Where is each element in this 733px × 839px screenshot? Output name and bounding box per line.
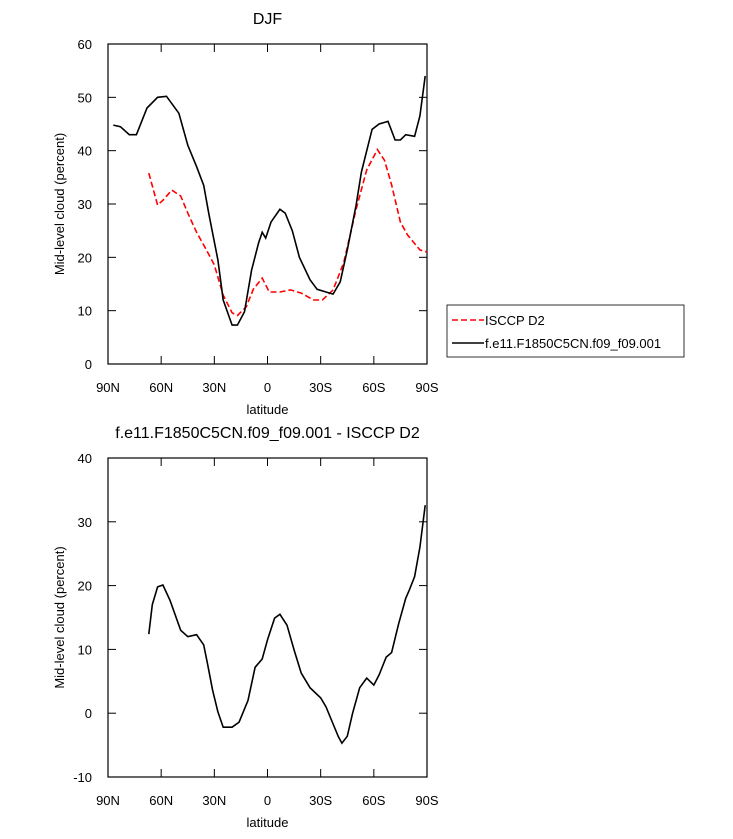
x-tick-label: 60N — [149, 380, 173, 395]
x-tick-label: 0 — [264, 380, 271, 395]
legend-label: ISCCP D2 — [485, 313, 545, 328]
y-tick-label: 0 — [85, 706, 92, 721]
y-tick-label: 40 — [78, 144, 92, 159]
x-tick-label: 60S — [362, 380, 385, 395]
y-tick-label: 0 — [85, 357, 92, 372]
x-tick-label: 60S — [362, 793, 385, 808]
data-line — [148, 505, 426, 745]
y-tick-label: 10 — [78, 642, 92, 657]
y-tick-label: 40 — [78, 451, 92, 466]
y-axis-label: Mid-level cloud (percent) — [52, 133, 67, 275]
chart-title: DJF — [253, 11, 283, 28]
plot-frame — [107, 457, 428, 778]
data-line — [148, 148, 428, 317]
y-tick-label: 60 — [78, 37, 92, 52]
x-tick-label: 30S — [309, 793, 332, 808]
x-tick-label: 90N — [96, 380, 120, 395]
legend-box — [446, 304, 685, 358]
x-axis-label: latitude — [247, 402, 289, 417]
plot-frame — [107, 43, 428, 365]
x-tick-label: 60N — [149, 793, 173, 808]
x-axis-label: latitude — [247, 815, 289, 830]
data-line — [113, 75, 426, 326]
x-tick-label: 90N — [96, 793, 120, 808]
y-tick-label: 30 — [78, 515, 92, 530]
chart-title: f.e11.F1850C5CN.f09_f09.001 - ISCCP D2 — [115, 425, 420, 442]
x-tick-label: 30N — [202, 793, 226, 808]
x-tick-label: 0 — [264, 793, 271, 808]
y-axis-label: Mid-level cloud (percent) — [52, 546, 67, 688]
x-tick-label: 30S — [309, 380, 332, 395]
x-tick-label: 30N — [202, 380, 226, 395]
y-tick-label: 20 — [78, 250, 92, 265]
x-tick-label: 90S — [415, 793, 438, 808]
y-tick-label: 30 — [78, 197, 92, 212]
y-tick-label: 10 — [78, 304, 92, 319]
y-tick-label: 50 — [78, 90, 92, 105]
x-tick-label: 90S — [415, 380, 438, 395]
y-tick-label: -10 — [73, 770, 92, 785]
y-tick-label: 20 — [78, 579, 92, 594]
legend-label: f.e11.F1850C5CN.f09_f09.001 — [485, 336, 661, 351]
